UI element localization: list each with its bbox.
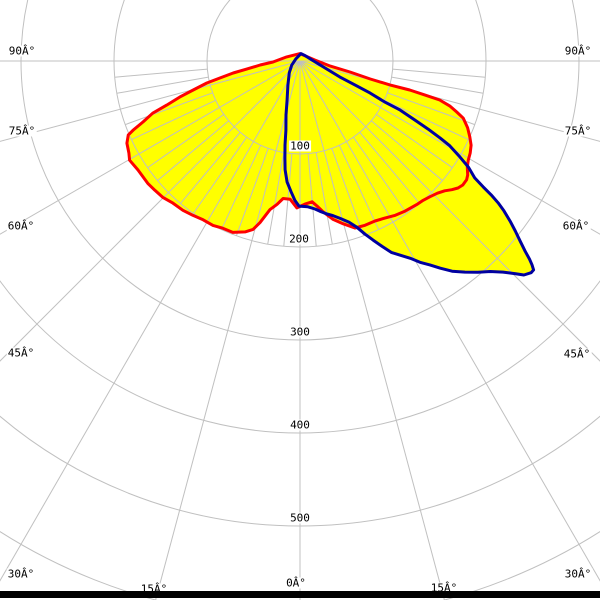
grid-fan-line: [338, 145, 380, 230]
grid-fan-line: [116, 76, 209, 94]
grid-fan-line: [370, 120, 443, 181]
grid-radial--75deg: [0, 60, 301, 142]
grid-fan-line: [392, 68, 486, 78]
grid-radial-60deg: [299, 60, 600, 235]
grid-fan-line: [384, 99, 469, 141]
grid-fan-line: [192, 136, 248, 214]
intensity-blue-curve: [283, 52, 536, 277]
grid-fan-line: [307, 153, 317, 247]
grid-radial--45deg: [0, 60, 301, 362]
grid-radial--60deg: [0, 60, 301, 235]
grid-fan-line: [157, 120, 230, 181]
grid-fan-line: [331, 148, 365, 236]
grid-fan-line: [391, 76, 484, 94]
grid-fan-line: [131, 99, 216, 141]
grid-fan-line: [220, 145, 262, 230]
grid-radial--30deg: [0, 60, 301, 582]
grid-fan-line: [387, 92, 475, 126]
grid-fan-line: [147, 113, 225, 169]
blue-curve-fill: [284, 53, 534, 275]
grid-fan-line: [125, 92, 213, 126]
grid-radial--15deg: [155, 60, 301, 600]
bottom-border-bar: [0, 591, 600, 598]
grid-fan-line: [114, 68, 208, 78]
grid-fan-line: [235, 148, 269, 236]
grid-radial-15deg: [299, 60, 445, 600]
grid-radial-45deg: [299, 60, 600, 362]
grid-fan-line: [359, 131, 420, 204]
grid-fan-line: [375, 113, 453, 169]
grid-fan-line: [180, 131, 241, 204]
grid-fan-line: [315, 152, 333, 245]
grid-fan-line: [352, 136, 408, 214]
grid-fan-line: [267, 152, 285, 245]
grid-radial-30deg: [299, 60, 600, 582]
intensity-red-curve: [125, 52, 473, 234]
